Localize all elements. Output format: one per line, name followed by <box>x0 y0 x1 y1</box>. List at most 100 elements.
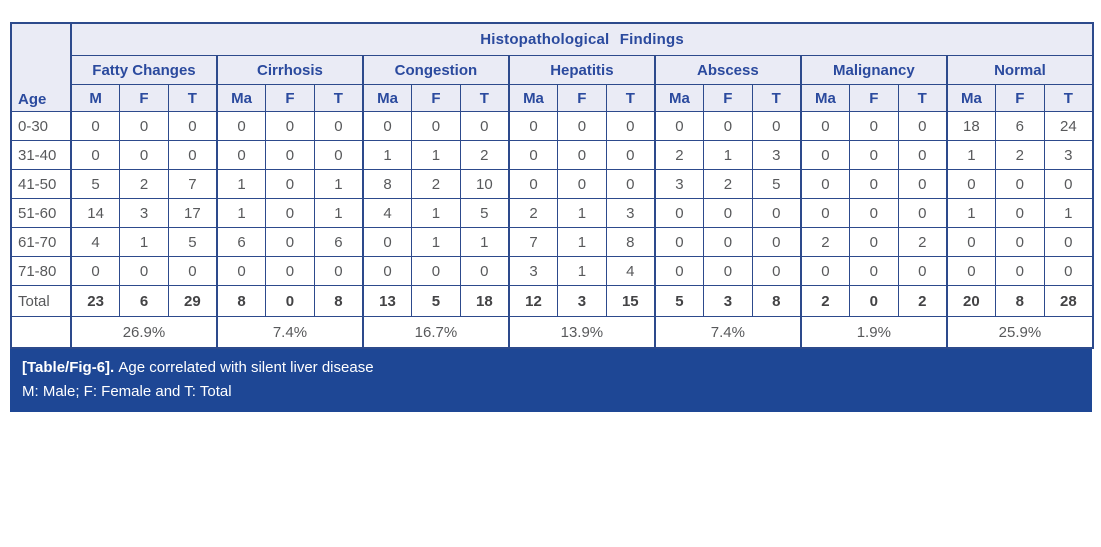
data-cell: 1 <box>703 140 753 170</box>
total-cell: 15 <box>605 285 656 317</box>
data-cell: 0 <box>265 198 315 228</box>
data-cell: 0 <box>849 198 899 228</box>
data-cell: 0 <box>215 111 267 141</box>
data-cell: 0 <box>945 169 996 199</box>
data-cell: 1 <box>945 198 996 228</box>
data-cell: 7 <box>167 169 218 199</box>
table-row: 71-80 0 0 0 0 0 0 0 0 0 3 1 4 0 0 0 0 0 0 0 0 0 <box>10 256 1094 286</box>
data-cell: 1 <box>557 198 607 228</box>
sub-header: T <box>459 84 510 112</box>
data-cell: 0 <box>557 140 607 170</box>
data-cell: 0 <box>313 111 364 141</box>
total-cell: 8 <box>751 285 802 317</box>
percent-empty-cell <box>10 316 72 349</box>
age-row-label: 61-70 <box>10 227 72 257</box>
group-header-abscess: Abscess <box>653 55 802 85</box>
table-row: 31-40 0 0 0 0 0 0 1 1 2 0 0 0 2 1 3 0 0 0 1 2 3 <box>10 140 1094 170</box>
data-cell: 8 <box>361 169 413 199</box>
sub-header: T <box>897 84 948 112</box>
data-cell: 0 <box>313 256 364 286</box>
sub-header: F <box>411 84 461 112</box>
sub-header: T <box>167 84 218 112</box>
data-cell: 0 <box>849 140 899 170</box>
data-cell: 1 <box>215 169 267 199</box>
sub-header: Ma <box>945 84 996 112</box>
data-cell: 2 <box>411 169 461 199</box>
total-cell: 13 <box>361 285 413 317</box>
total-row-label: Total <box>10 285 72 317</box>
data-cell: 0 <box>849 169 899 199</box>
data-cell: 0 <box>849 227 899 257</box>
total-cell: 12 <box>507 285 559 317</box>
findings-table: Age Histopathological Findings Fatty Chang… <box>10 22 1095 349</box>
group-header-malignancy: Malignancy <box>799 55 948 85</box>
data-cell: 0 <box>653 198 705 228</box>
data-cell: 18 <box>945 111 996 141</box>
data-cell: 0 <box>799 169 850 199</box>
data-cell: 0 <box>751 111 802 141</box>
data-cell: 0 <box>703 198 753 228</box>
total-row: Total 23 6 29 8 0 8 13 5 18 12 3 15 5 3 8 2 0 2 20 8 28 <box>10 285 1094 317</box>
data-cell: 1 <box>411 198 461 228</box>
data-cell: 0 <box>703 256 753 286</box>
sub-header: F <box>265 84 315 112</box>
total-cell: 20 <box>945 285 996 317</box>
data-cell: 2 <box>459 140 510 170</box>
data-cell: 0 <box>265 169 315 199</box>
data-cell: 0 <box>361 111 413 141</box>
data-cell: 6 <box>994 111 1045 141</box>
table-figure: Age Histopathological Findings Fatty Chang… <box>10 22 1095 412</box>
data-cell: 1 <box>557 256 607 286</box>
data-cell: 1 <box>215 198 267 228</box>
data-cell: 0 <box>1043 169 1094 199</box>
data-cell: 0 <box>1043 227 1094 257</box>
figure-caption: [Table/Fig-6]. Age correlated with silen… <box>10 349 1092 412</box>
data-cell: 0 <box>507 140 559 170</box>
sub-header: F <box>119 84 169 112</box>
percent-cell: 25.9% <box>945 316 1094 349</box>
data-cell: 0 <box>119 256 169 286</box>
total-cell: 3 <box>557 285 607 317</box>
total-cell: 23 <box>70 285 121 317</box>
sub-header: M <box>70 84 121 112</box>
data-cell: 0 <box>994 169 1045 199</box>
total-cell: 5 <box>653 285 705 317</box>
sub-header: Ma <box>653 84 705 112</box>
percentage-row: 26.9% 7.4% 16.7% 13.9% 7.4% 1.9% 25.9% <box>10 316 1094 349</box>
data-cell: 1 <box>1043 198 1094 228</box>
total-cell: 2 <box>897 285 948 317</box>
data-cell: 0 <box>653 111 705 141</box>
data-cell: 3 <box>507 256 559 286</box>
age-column-header: Age <box>10 22 72 112</box>
table-row: 51-60 14 3 17 1 0 1 4 1 5 2 1 3 0 0 0 0 0 0 1 0 1 <box>10 198 1094 228</box>
data-cell: 0 <box>849 111 899 141</box>
total-cell: 0 <box>265 285 315 317</box>
data-cell: 0 <box>411 256 461 286</box>
data-cell: 2 <box>994 140 1045 170</box>
data-cell: 8 <box>605 227 656 257</box>
group-header-normal: Normal <box>945 55 1094 85</box>
data-cell: 0 <box>751 256 802 286</box>
total-cell: 29 <box>167 285 218 317</box>
data-cell: 0 <box>265 227 315 257</box>
data-cell: 0 <box>119 140 169 170</box>
sub-header: T <box>605 84 656 112</box>
data-cell: 2 <box>703 169 753 199</box>
percent-cell: 13.9% <box>507 316 656 349</box>
data-cell: 3 <box>751 140 802 170</box>
total-cell: 6 <box>119 285 169 317</box>
sub-header: Ma <box>507 84 559 112</box>
data-cell: 2 <box>653 140 705 170</box>
data-cell: 0 <box>897 111 948 141</box>
data-cell: 0 <box>605 111 656 141</box>
data-cell: 5 <box>70 169 121 199</box>
percent-cell: 26.9% <box>70 316 218 349</box>
data-cell: 0 <box>507 111 559 141</box>
data-cell: 0 <box>945 256 996 286</box>
data-cell: 0 <box>361 256 413 286</box>
data-cell: 0 <box>507 169 559 199</box>
data-cell: 5 <box>167 227 218 257</box>
data-cell: 0 <box>215 256 267 286</box>
data-cell: 0 <box>215 140 267 170</box>
